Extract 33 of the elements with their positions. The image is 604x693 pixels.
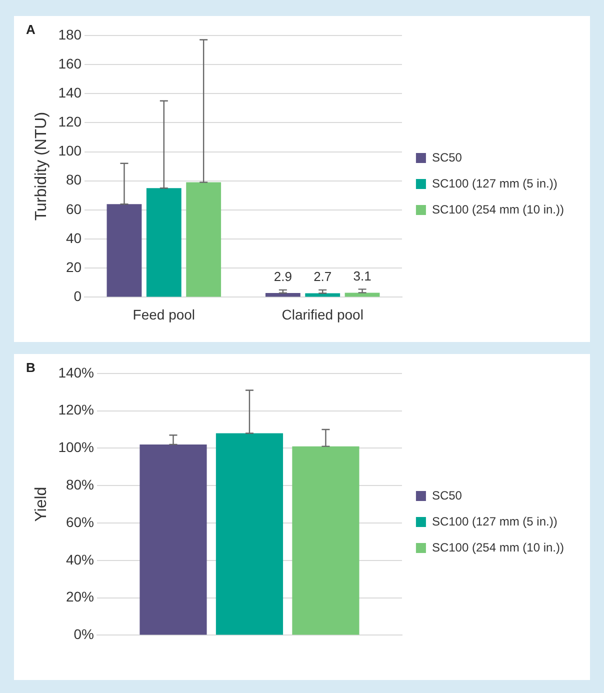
legend-label: SC100 (127 mm (5 in.)) — [432, 514, 558, 528]
y-tick-label: 80 — [66, 172, 82, 188]
y-axis-title: Yield — [33, 486, 50, 522]
y-tick-label: 20 — [66, 258, 82, 275]
y-tick-label: 140% — [58, 364, 94, 380]
y-tick-label: 100 — [58, 142, 82, 159]
legend-label: SC100 (254 mm (10 in.)) — [432, 202, 564, 216]
y-tick-label: 100% — [58, 439, 94, 456]
legend-label: SC100 (127 mm (5 in.)) — [432, 176, 558, 190]
chart-title: B — [26, 360, 36, 375]
data-label: 2.9 — [274, 269, 292, 284]
legend-label: SC50 — [432, 488, 462, 502]
data-label: 2.7 — [314, 269, 332, 284]
legend-label: SC50 — [432, 150, 462, 164]
y-tick-label: 120% — [58, 402, 94, 418]
y-tick-label: 160 — [58, 55, 82, 72]
legend-label: SC100 (254 mm (10 in.)) — [432, 540, 564, 554]
y-tick-label: 120 — [58, 114, 82, 130]
x-tick-label: Clarified pool — [282, 306, 364, 322]
y-tick-label: 180 — [58, 26, 82, 42]
y-tick-label: 0% — [74, 626, 94, 642]
x-tick-label: Feed pool — [132, 306, 196, 322]
y-tick-label: 20% — [66, 588, 94, 605]
y-axis-title: Turbidity (NTU) — [33, 112, 50, 221]
y-tick-label: 60% — [66, 514, 94, 530]
y-tick-label: 0 — [74, 288, 82, 304]
y-tick-label: 40% — [66, 551, 94, 568]
chart-title: A — [26, 22, 36, 37]
y-tick-label: 140 — [58, 84, 82, 100]
y-tick-label: 40 — [66, 230, 82, 246]
y-tick-label: 60 — [66, 200, 82, 217]
data-label: 3.1 — [353, 268, 372, 284]
y-tick-label: 80% — [66, 476, 94, 492]
